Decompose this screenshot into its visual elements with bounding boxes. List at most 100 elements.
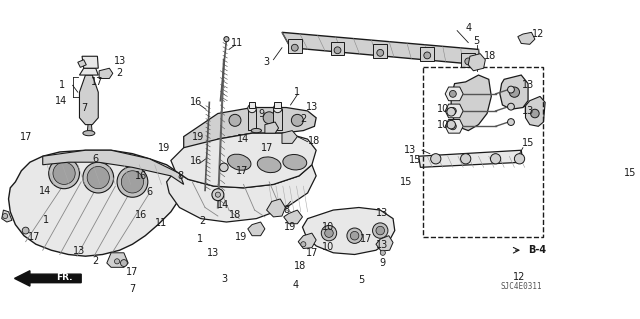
Polygon shape bbox=[184, 108, 316, 160]
Circle shape bbox=[53, 162, 75, 184]
Text: SJC4E0311: SJC4E0311 bbox=[500, 282, 542, 291]
FancyArrow shape bbox=[15, 271, 81, 286]
Circle shape bbox=[291, 44, 298, 51]
Circle shape bbox=[117, 167, 148, 197]
Text: 16: 16 bbox=[135, 171, 147, 182]
Polygon shape bbox=[420, 47, 434, 61]
Text: 13: 13 bbox=[207, 248, 220, 258]
Polygon shape bbox=[43, 150, 184, 184]
Polygon shape bbox=[77, 60, 86, 67]
Ellipse shape bbox=[283, 154, 307, 170]
Text: 9: 9 bbox=[380, 258, 386, 268]
Polygon shape bbox=[171, 133, 316, 188]
Circle shape bbox=[508, 103, 515, 110]
Circle shape bbox=[508, 119, 515, 125]
Circle shape bbox=[273, 104, 282, 113]
Circle shape bbox=[301, 242, 306, 247]
Polygon shape bbox=[273, 109, 282, 130]
Circle shape bbox=[224, 37, 229, 42]
Text: 2: 2 bbox=[93, 256, 99, 266]
Circle shape bbox=[447, 108, 456, 116]
Circle shape bbox=[531, 109, 539, 118]
Circle shape bbox=[220, 163, 228, 172]
Polygon shape bbox=[298, 233, 316, 249]
Circle shape bbox=[372, 223, 388, 238]
Text: 4: 4 bbox=[292, 280, 298, 291]
Text: 2: 2 bbox=[300, 115, 307, 124]
Polygon shape bbox=[445, 87, 463, 101]
Text: 2: 2 bbox=[199, 216, 205, 226]
Text: 19: 19 bbox=[235, 233, 247, 242]
Text: 15: 15 bbox=[625, 168, 637, 178]
Polygon shape bbox=[500, 75, 528, 109]
Text: 15: 15 bbox=[522, 138, 534, 148]
Polygon shape bbox=[87, 125, 92, 133]
Text: 1: 1 bbox=[196, 234, 203, 244]
Polygon shape bbox=[99, 68, 113, 78]
Circle shape bbox=[229, 114, 241, 126]
Text: 7: 7 bbox=[82, 103, 88, 113]
Text: 17: 17 bbox=[126, 267, 139, 277]
Circle shape bbox=[321, 226, 337, 241]
Polygon shape bbox=[249, 102, 255, 108]
Text: 19: 19 bbox=[284, 222, 297, 232]
Text: 18: 18 bbox=[484, 51, 497, 61]
Circle shape bbox=[465, 58, 472, 65]
Text: 16: 16 bbox=[191, 97, 203, 108]
Text: 2: 2 bbox=[116, 68, 123, 78]
Polygon shape bbox=[82, 56, 99, 68]
Text: 19: 19 bbox=[192, 132, 204, 142]
Circle shape bbox=[334, 47, 341, 54]
Polygon shape bbox=[267, 199, 285, 217]
Polygon shape bbox=[282, 130, 298, 144]
Text: 16: 16 bbox=[191, 155, 203, 166]
Text: 13: 13 bbox=[522, 80, 534, 90]
Circle shape bbox=[490, 154, 500, 164]
Text: 17: 17 bbox=[91, 78, 104, 87]
Polygon shape bbox=[265, 122, 278, 133]
Text: 6: 6 bbox=[93, 154, 99, 164]
Polygon shape bbox=[451, 75, 492, 130]
Polygon shape bbox=[282, 32, 480, 65]
Text: 11: 11 bbox=[232, 38, 244, 48]
Circle shape bbox=[49, 158, 79, 189]
Circle shape bbox=[22, 227, 29, 234]
Text: 5: 5 bbox=[358, 275, 364, 285]
Text: 13: 13 bbox=[522, 106, 534, 116]
Polygon shape bbox=[461, 53, 475, 66]
Circle shape bbox=[87, 167, 109, 189]
Text: 14: 14 bbox=[237, 134, 250, 144]
Text: 4: 4 bbox=[465, 23, 471, 33]
Circle shape bbox=[461, 154, 471, 164]
Text: 13: 13 bbox=[376, 208, 388, 218]
Text: 10: 10 bbox=[436, 120, 449, 130]
Text: B-4: B-4 bbox=[528, 245, 546, 255]
Circle shape bbox=[376, 226, 385, 235]
Text: 16: 16 bbox=[135, 210, 147, 219]
Polygon shape bbox=[79, 68, 99, 75]
Polygon shape bbox=[373, 44, 387, 58]
Polygon shape bbox=[331, 42, 344, 56]
Polygon shape bbox=[288, 39, 301, 53]
Polygon shape bbox=[248, 222, 265, 236]
Polygon shape bbox=[166, 165, 316, 222]
Circle shape bbox=[3, 213, 8, 219]
Text: 14: 14 bbox=[217, 200, 229, 210]
Text: 18: 18 bbox=[294, 261, 306, 271]
Text: 1: 1 bbox=[44, 215, 49, 225]
Text: 17: 17 bbox=[306, 248, 318, 258]
Text: 10: 10 bbox=[322, 242, 334, 252]
Text: 13: 13 bbox=[376, 240, 388, 249]
Text: 17: 17 bbox=[260, 143, 273, 153]
Polygon shape bbox=[79, 75, 99, 125]
Text: 12: 12 bbox=[513, 272, 525, 282]
Text: 1: 1 bbox=[294, 87, 300, 97]
Text: 13: 13 bbox=[73, 246, 85, 256]
Circle shape bbox=[324, 229, 333, 237]
Text: 7: 7 bbox=[129, 284, 136, 294]
Ellipse shape bbox=[83, 130, 95, 136]
Text: 17: 17 bbox=[20, 132, 33, 142]
Circle shape bbox=[380, 250, 385, 255]
Text: 17: 17 bbox=[236, 166, 248, 176]
Polygon shape bbox=[525, 96, 545, 126]
